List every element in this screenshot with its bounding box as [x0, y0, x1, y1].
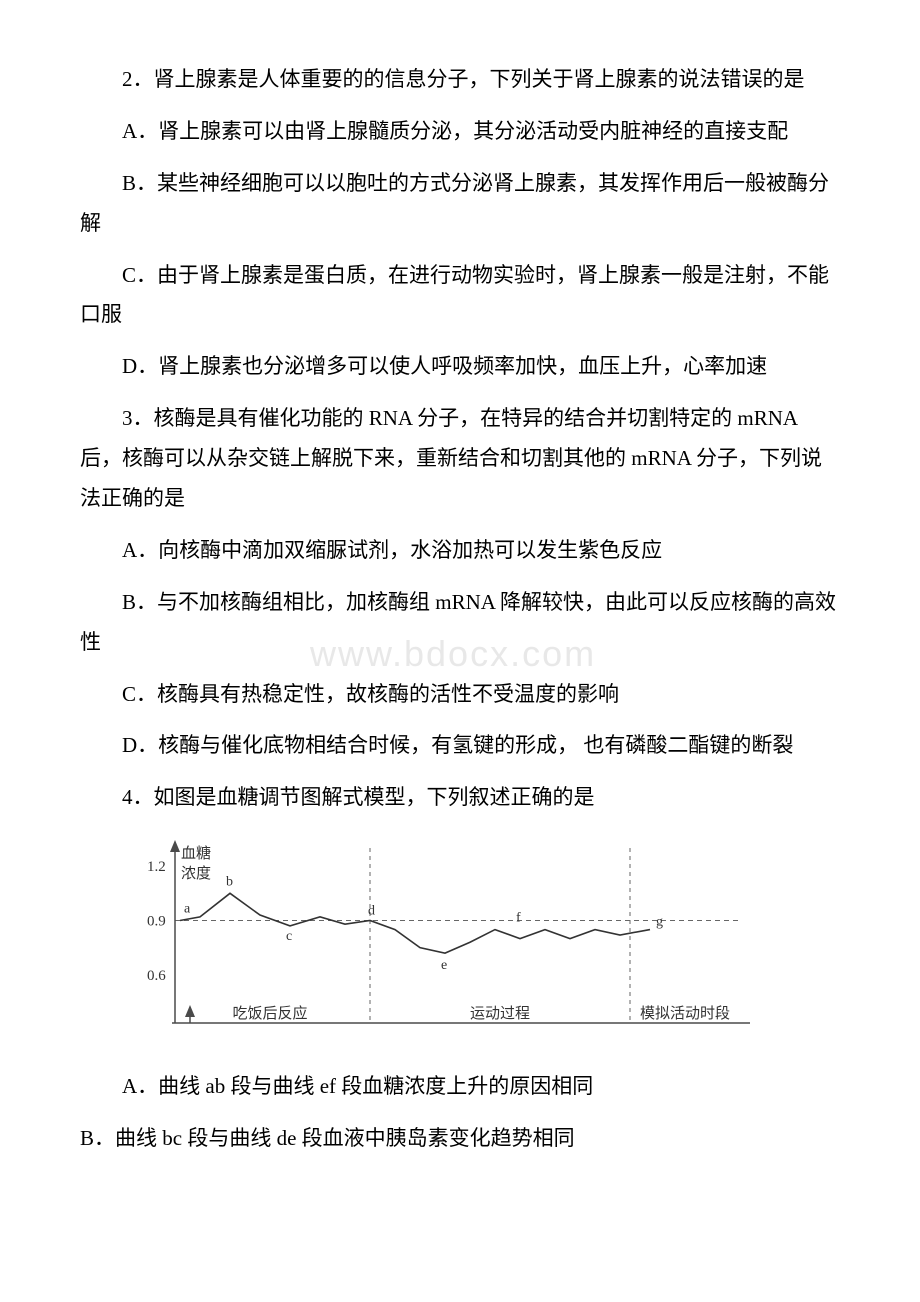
q4-option-b: B．曲线 bc 段与曲线 de 段血液中胰岛素变化趋势相同: [80, 1119, 840, 1159]
q3-option-a: A．向核酶中滴加双缩脲试剂，水浴加热可以发生紫色反应: [80, 531, 840, 571]
q2-option-b: B．某些神经细胞可以以胞吐的方式分泌肾上腺素，其发挥作用后一般被酶分解: [80, 164, 840, 244]
svg-text:d: d: [368, 904, 375, 919]
q4-option-a: A．曲线 ab 段与曲线 ef 段血糖浓度上升的原因相同: [80, 1067, 840, 1107]
q2-stem: 2．肾上腺素是人体重要的的信息分子，下列关于肾上腺素的说法错误的是: [80, 60, 840, 100]
blood-sugar-chart: 血糖浓度 1.2 0.9 0.6 a b c d e f g 吃饭后反应 运动过程 模拟活动时段: [120, 838, 840, 1057]
q3-stem: 3．核酶是具有催化功能的 RNA 分子，在特异的结合并切割特定的 mRNA 后，…: [80, 399, 840, 519]
q3-option-b: B．与不加核酶组相比，加核酶组 mRNA 降解较快，由此可以反应核酶的高效性: [80, 583, 840, 663]
svg-text:f: f: [516, 911, 521, 926]
svg-text:吃饭后反应: 吃饭后反应: [232, 1004, 307, 1022]
q2-option-a: A．肾上腺素可以由肾上腺髓质分泌，其分泌活动受内脏神经的直接支配: [80, 112, 840, 152]
svg-text:e: e: [441, 958, 447, 973]
q2-option-d: D．肾上腺素也分泌增多可以使人呼吸频率加快，血压上升，心率加速: [80, 347, 840, 387]
svg-text:运动过程: 运动过程: [470, 1005, 530, 1022]
svg-text:血糖: 血糖: [181, 845, 211, 862]
svg-text:b: b: [226, 875, 233, 890]
svg-text:c: c: [286, 929, 292, 944]
svg-text:模拟活动时段: 模拟活动时段: [640, 1005, 730, 1022]
svg-text:0.6: 0.6: [147, 968, 166, 984]
q2-option-c: C．由于肾上腺素是蛋白质，在进行动物实验时，肾上腺素一般是注射，不能口服: [80, 256, 840, 336]
svg-text:浓度: 浓度: [181, 865, 211, 882]
svg-text:0.9: 0.9: [147, 914, 166, 930]
svg-text:1.2: 1.2: [147, 859, 166, 875]
q3-option-c: C．核酶具有热稳定性，故核酶的活性不受温度的影响: [80, 675, 840, 715]
q3-option-d: D．核酶与催化底物相结合时候，有氢键的形成， 也有磷酸二酯键的断裂: [80, 726, 840, 766]
svg-text:g: g: [656, 915, 663, 930]
q4-stem: 4．如图是血糖调节图解式模型，下列叙述正确的是: [80, 778, 840, 818]
svg-text:a: a: [184, 902, 191, 917]
